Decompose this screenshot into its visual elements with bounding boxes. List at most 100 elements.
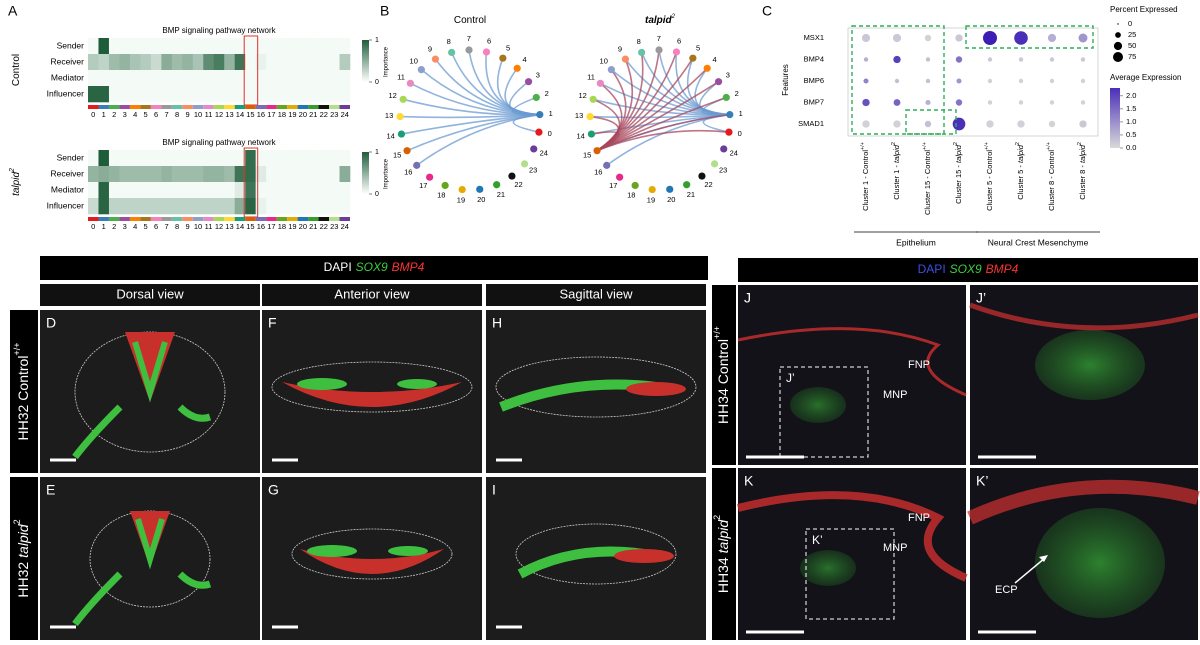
heat-cell — [329, 150, 340, 167]
annotation: ECP — [995, 584, 1018, 596]
heat-cell — [245, 70, 256, 87]
sox9-signal — [1035, 508, 1165, 618]
sox9-signal — [388, 546, 428, 556]
expression-dot — [925, 78, 931, 84]
cluster-label: 4 — [133, 222, 137, 231]
network-node — [513, 64, 521, 72]
cluster-color — [203, 105, 214, 109]
sox9-signal — [72, 404, 212, 460]
cluster-color — [329, 105, 340, 109]
cluster-label-part: Control — [985, 150, 994, 175]
sox9-signal — [307, 545, 357, 557]
cluster-label: 10 — [194, 222, 202, 231]
role-label: Influencer — [47, 88, 84, 98]
network-node — [532, 93, 540, 102]
heat-cell — [192, 166, 204, 183]
heat-cell — [171, 70, 183, 87]
bmp4-signal — [614, 549, 674, 563]
expression-dot — [1018, 57, 1024, 62]
heat-cell — [308, 86, 319, 103]
heat-cell — [297, 70, 309, 87]
image-panel — [262, 477, 482, 640]
panel-letter: K — [744, 473, 754, 489]
cluster-color — [234, 217, 246, 221]
cluster-label: 11 — [205, 110, 213, 119]
heat-cell — [213, 38, 225, 55]
cluster-label-part: Cluster 8 - — [1078, 163, 1087, 200]
heat-cell — [276, 150, 288, 167]
row-label-part: Control — [15, 356, 31, 401]
heat-cell — [161, 54, 173, 71]
row-label-part: HH34 — [715, 557, 731, 593]
row-label-part: Control — [715, 339, 731, 384]
cluster-label-part: 2 — [891, 142, 897, 145]
heat-cell — [318, 182, 330, 199]
expression-dot — [955, 34, 963, 42]
cluster-label-part: +/+ — [1046, 142, 1052, 150]
network-node — [417, 66, 425, 74]
tissue-outline — [89, 510, 211, 608]
node-label: 14 — [386, 131, 394, 140]
heat-cell — [308, 150, 319, 167]
heat-cell — [88, 182, 99, 199]
cluster-label-part: Cluster 1 - — [861, 174, 870, 211]
node-label: 24 — [540, 148, 548, 157]
network-node — [593, 147, 601, 155]
heat-cell — [287, 86, 298, 103]
network-node — [589, 95, 597, 103]
heat-cell — [150, 38, 162, 55]
node-label: 1 — [549, 109, 553, 118]
heat-cell — [88, 198, 99, 215]
sox9-signal — [132, 341, 168, 403]
panel-letter: A — [8, 3, 18, 19]
heat-cell — [161, 150, 173, 167]
heat-cell — [329, 166, 340, 183]
node-label: 16 — [404, 167, 412, 176]
heat-cell — [203, 182, 215, 199]
stain-label-part: BMP4 — [986, 262, 1019, 276]
inset-label: K’ — [812, 533, 823, 547]
cluster-color — [119, 105, 130, 109]
network-title: talpid2 — [645, 14, 676, 26]
node-label: 4 — [523, 55, 527, 64]
node-label: 3 — [726, 71, 730, 80]
expression-dot — [925, 99, 931, 106]
cluster-color — [119, 217, 130, 221]
view-label: Sagittal view — [560, 286, 634, 301]
cluster-label: 10 — [194, 110, 202, 119]
heat-cell — [297, 86, 309, 103]
stain-header — [40, 256, 708, 280]
panel-letter: E — [46, 482, 55, 498]
cluster-color — [255, 105, 267, 109]
node-label: 20 — [477, 195, 485, 204]
cluster-label: Cluster 1 - talpid2 — [891, 142, 901, 200]
panel-letter: I — [492, 482, 496, 498]
heat-cell — [161, 38, 173, 55]
panel-letter: J — [744, 290, 751, 306]
cluster-label: 15 — [246, 110, 254, 119]
node-label: 9 — [618, 45, 622, 54]
heat-cell — [161, 182, 173, 199]
expression-dot — [1080, 57, 1086, 62]
heat-cell — [119, 70, 131, 87]
cluster-color — [266, 105, 277, 109]
condition-label-part: Control — [11, 54, 22, 86]
cluster-color — [339, 105, 350, 109]
cluster-label: 9 — [185, 222, 189, 231]
expression-dot — [892, 33, 902, 43]
heat-cell — [171, 182, 183, 199]
cluster-label: 17 — [267, 222, 275, 231]
heat-cell — [161, 198, 173, 215]
heat-cell — [213, 198, 225, 215]
heat-cell — [108, 86, 120, 103]
cluster-label: 6 — [154, 110, 158, 119]
heat-cell — [276, 86, 288, 103]
expression-dot — [1049, 100, 1055, 105]
row-label-part: talpid — [715, 519, 731, 554]
expression-dot — [955, 99, 963, 106]
cluster-label: 11 — [205, 222, 213, 231]
heat-cell — [98, 150, 110, 167]
cluster-color — [98, 105, 109, 109]
cluster-color — [171, 105, 183, 109]
cluster-label-part: talpid — [1016, 144, 1025, 163]
